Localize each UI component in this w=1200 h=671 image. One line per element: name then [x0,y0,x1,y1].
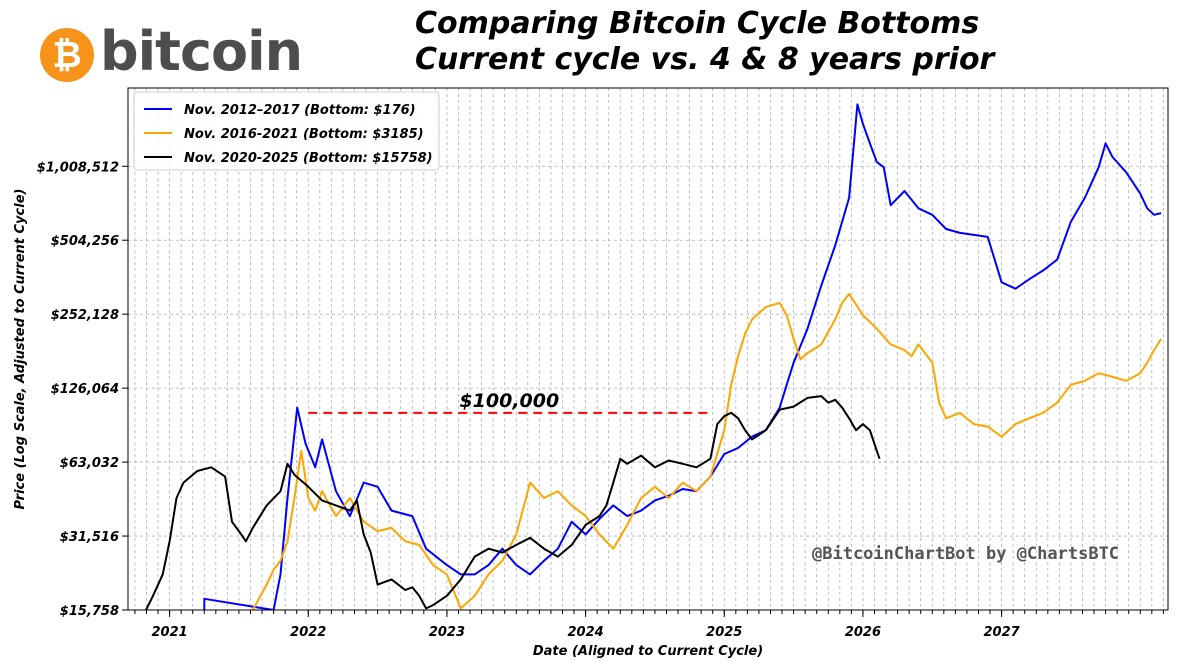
y-tick-label: $126,064 [51,382,119,397]
y-tick-label: $63,032 [60,456,119,471]
x-tick-label: 2026 [845,625,881,640]
series-line-2 [145,395,881,610]
series-line-1 [251,292,1162,610]
x-tick-label: 2021 [152,625,188,640]
y-tick-label: $31,516 [60,530,119,545]
legend: Nov. 2012–2017 (Bottom: $176) Nov. 2016-2… [133,91,440,171]
series-lines [145,103,1162,610]
y-tick-label: $252,128 [51,308,119,323]
x-tick-label: 2023 [429,625,465,640]
bitcoin-coin-icon: ₿ [40,28,94,82]
legend-box [133,91,440,171]
annotation-label: $100,000 [459,390,559,412]
y-tick-label: $504,256 [51,234,119,249]
y-tick-label: $1,008,512 [37,160,119,175]
legend-entry: Nov. 2016-2021 (Bottom: $3185) [184,127,424,142]
x-tick-label: 2022 [290,625,326,640]
bitcoin-wordmark: bitcoin [100,20,303,83]
x-tick-label: 2024 [568,625,604,640]
y-tick-label: $15,758 [60,604,119,619]
x-tick-label: 2025 [706,625,742,640]
y-axis-label: Price (Log Scale, Adjusted to Current Cy… [13,189,28,510]
x-axis: 2021 2022 2023 2024 2025 2026 2027 [134,610,1164,640]
x-tick-label: 2027 [984,625,1021,640]
legend-entry: Nov. 2020-2025 (Bottom: $15758) [184,151,433,166]
x-axis-label: Date (Aligned to Current Cycle) [533,644,763,659]
annotation-layer: $100,000 [308,390,711,414]
bitcoin-logo: ₿ bitcoin [40,20,303,83]
legend-entry: Nov. 2012–2017 (Bottom: $176) [184,103,416,118]
watermark-text: @BitcoinChartBot by @ChartsBTC [812,544,1119,564]
chart-title-line1: Comparing Bitcoin Cycle Bottoms [415,6,980,41]
chart-title-line2: Current cycle vs. 4 & 8 years prior [415,42,995,77]
plot-frame [127,87,1169,611]
plot-area [128,88,1168,610]
series-line-0 [203,103,1162,610]
y-axis: $15,758 $31,516 $63,032 $126,064 $252,128 $50… [37,160,128,619]
